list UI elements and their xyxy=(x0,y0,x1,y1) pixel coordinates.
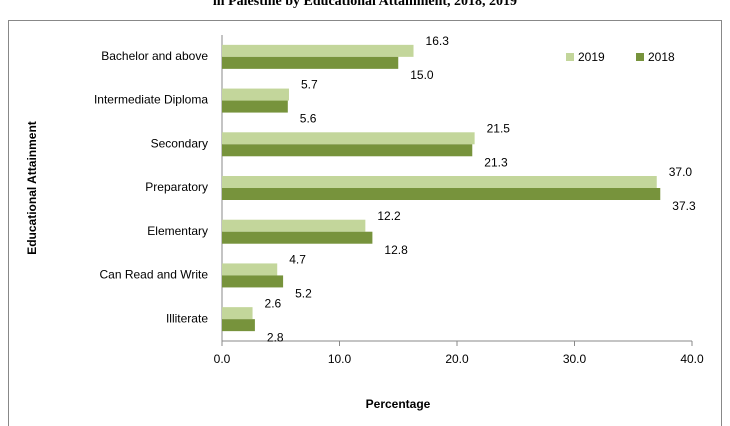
value-label: 5.6 xyxy=(300,112,317,126)
value-label: 2.8 xyxy=(267,330,284,344)
bar xyxy=(222,307,253,320)
bar xyxy=(222,56,399,69)
bar xyxy=(222,144,473,157)
x-axis-label: Percentage xyxy=(366,397,431,411)
legend-swatch xyxy=(566,53,574,61)
value-label: 37.3 xyxy=(672,199,696,213)
value-label: 5.7 xyxy=(301,78,318,92)
y-axis-label: Educational Attainment xyxy=(25,121,39,255)
x-tick-label: 10.0 xyxy=(328,352,352,366)
y-tick-label: Can Read and Write xyxy=(99,268,208,282)
bar xyxy=(222,319,255,332)
value-label: 12.2 xyxy=(377,209,401,223)
bar xyxy=(222,176,657,188)
value-label: 12.8 xyxy=(384,243,408,257)
chart-title: in Palestine by Educational Attainment, … xyxy=(213,0,517,9)
value-label: 37.0 xyxy=(669,165,693,179)
y-tick-label: Intermediate Diploma xyxy=(94,93,208,107)
y-tick-label: Preparatory xyxy=(145,180,208,194)
bar xyxy=(222,88,289,101)
value-label: 4.7 xyxy=(289,253,306,267)
bar xyxy=(222,263,278,276)
bar xyxy=(222,188,661,200)
legend-swatch xyxy=(636,53,644,61)
bar xyxy=(222,44,414,57)
bar xyxy=(222,219,366,232)
value-label: 16.3 xyxy=(426,34,450,48)
legend-label: 2019 xyxy=(578,50,605,64)
legend-label: 2018 xyxy=(648,50,675,64)
value-label: 21.5 xyxy=(487,121,511,135)
y-tick-label: Illiterate xyxy=(166,311,208,325)
y-tick-label: Bachelor and above xyxy=(101,49,208,63)
y-tick-label: Secondary xyxy=(151,136,208,150)
x-tick-label: 20.0 xyxy=(445,352,469,366)
value-label: 15.0 xyxy=(410,68,434,82)
bar xyxy=(222,231,373,244)
value-label: 21.3 xyxy=(484,155,508,169)
value-label: 2.6 xyxy=(265,296,282,310)
bar xyxy=(222,100,288,113)
x-tick-label: 40.0 xyxy=(680,352,704,366)
x-tick-label: 0.0 xyxy=(214,352,231,366)
bar xyxy=(222,132,475,145)
x-tick-label: 30.0 xyxy=(563,352,587,366)
value-label: 5.2 xyxy=(295,287,312,301)
y-tick-label: Elementary xyxy=(147,224,208,238)
bar xyxy=(222,275,284,288)
